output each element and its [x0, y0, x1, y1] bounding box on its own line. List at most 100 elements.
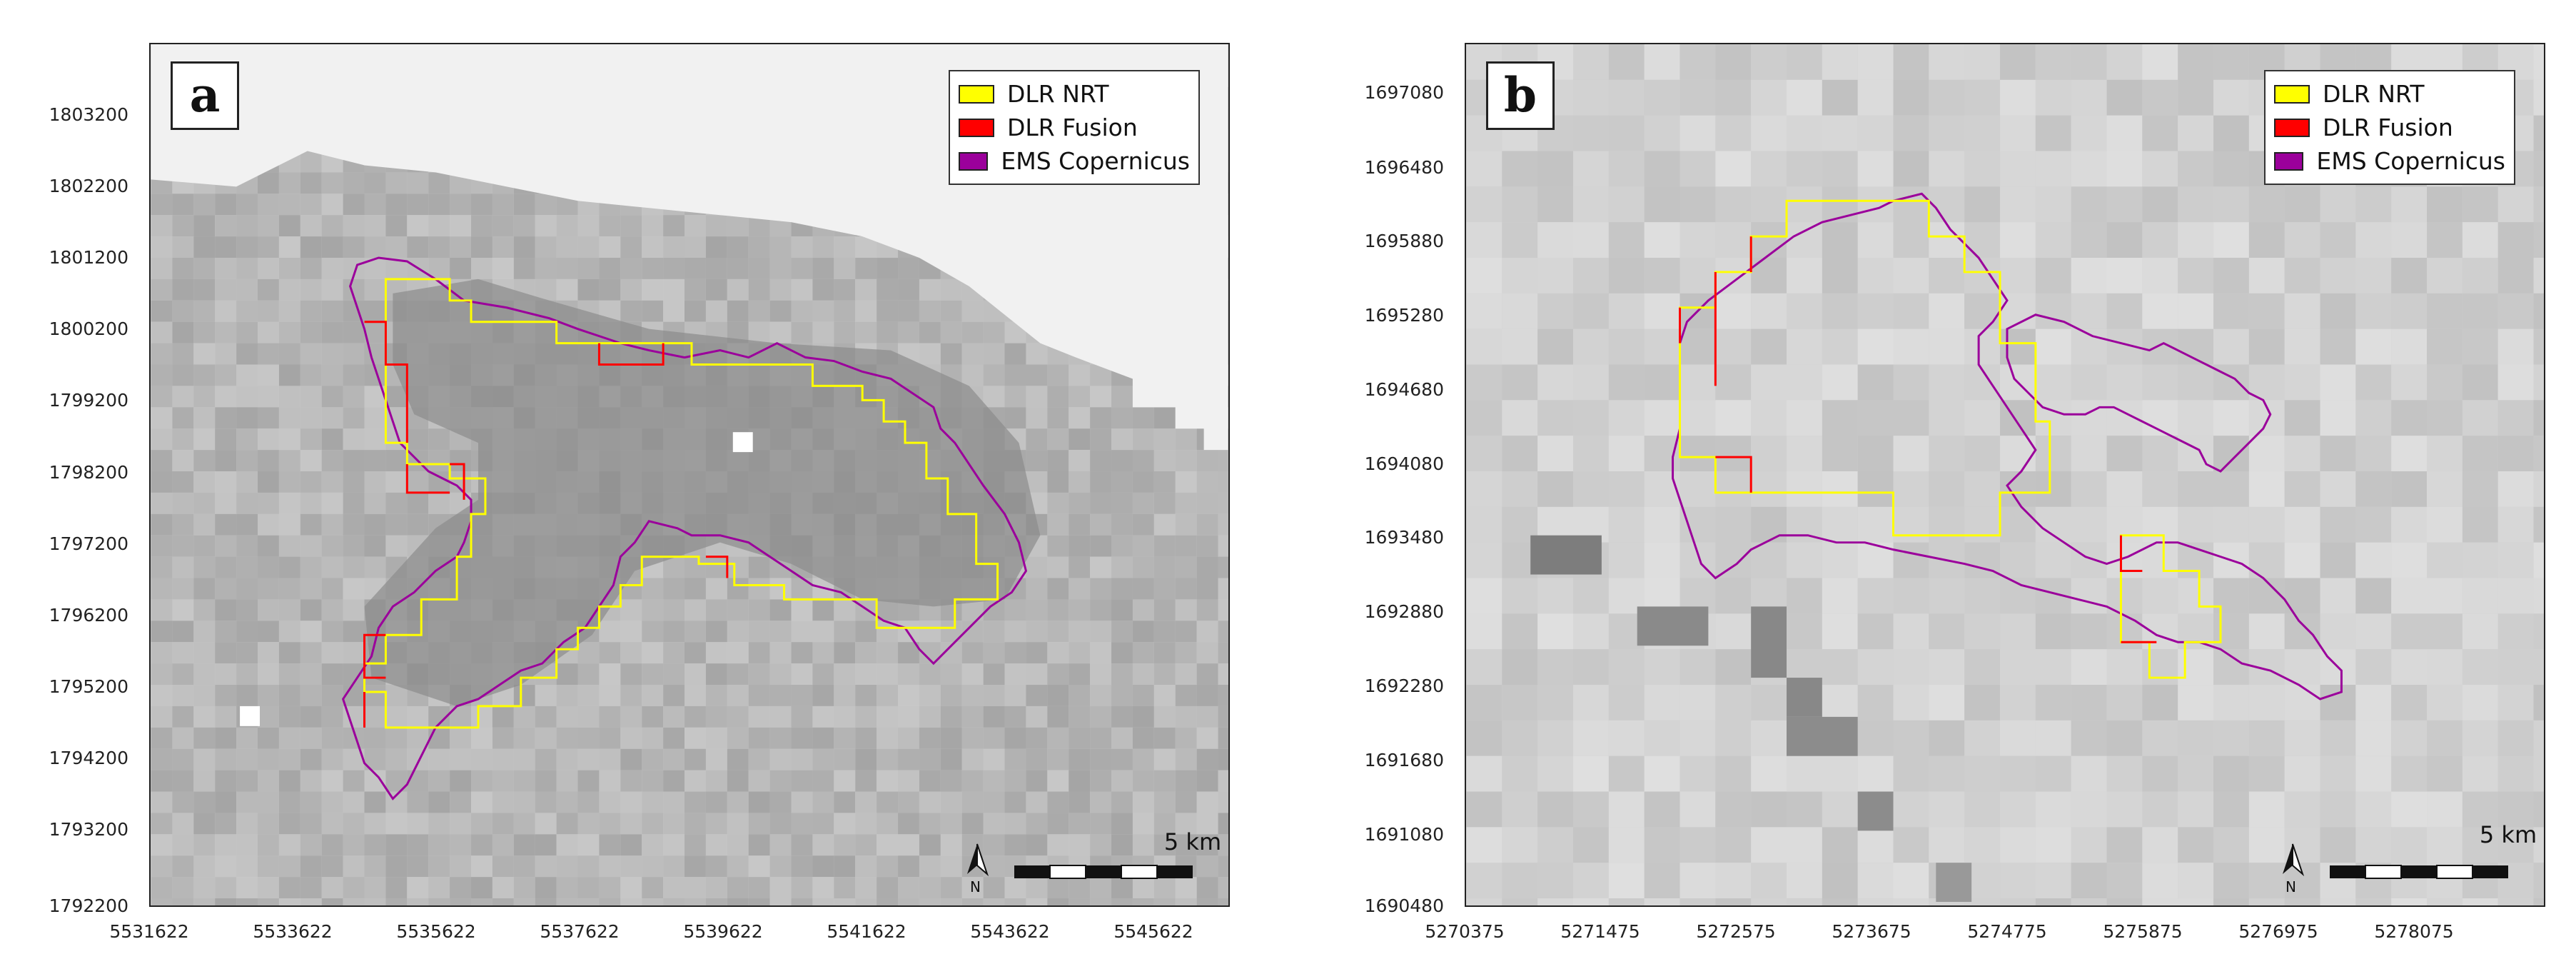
raster-cell — [2178, 898, 2214, 905]
raster-cell — [215, 877, 237, 899]
north-label-b: N — [2285, 878, 2296, 895]
raster-cell — [1715, 649, 1752, 686]
raster-cell — [1175, 492, 1197, 514]
raster-cell — [577, 727, 600, 749]
raster-cell — [1857, 364, 1894, 401]
raster-cell — [2533, 755, 2544, 792]
raster-cell — [663, 578, 685, 600]
raster-cell — [1111, 471, 1133, 493]
raster-cell — [343, 236, 365, 258]
raster-cell — [1644, 685, 1680, 721]
raster-cell — [1069, 770, 1091, 792]
raster-cell — [300, 556, 322, 578]
raster-cell — [151, 855, 173, 878]
raster-cell — [1026, 877, 1048, 899]
raster-cell — [1715, 44, 1752, 80]
raster-cell — [2071, 755, 2107, 792]
raster-cell — [727, 621, 749, 643]
raster-cell — [1608, 364, 1645, 401]
raster-cell — [983, 621, 1005, 643]
raster-cell — [2391, 898, 2428, 905]
raster-cell — [1787, 578, 1822, 614]
raster-cell — [855, 727, 877, 749]
raster-cell — [1822, 258, 1858, 293]
raster-cell — [642, 685, 664, 706]
raster-cell — [769, 706, 792, 728]
scalebar-b — [2283, 843, 2508, 879]
raster-cell — [278, 236, 300, 258]
raster-cell — [620, 685, 642, 706]
raster-cell — [172, 685, 194, 706]
raster-cell — [193, 215, 216, 237]
raster-cell — [1537, 400, 1574, 436]
raster-cell — [407, 428, 429, 451]
raster-cell — [620, 727, 642, 749]
raster-cell — [172, 621, 194, 643]
raster-cell — [1608, 720, 1645, 756]
raster-cell — [364, 706, 386, 728]
raster-cell — [2427, 506, 2463, 543]
raster-cell — [215, 321, 237, 343]
raster-cell — [1026, 770, 1048, 792]
raster-cell — [1680, 436, 1716, 472]
raster-cell — [535, 194, 557, 216]
raster-cell — [1857, 400, 1894, 436]
raster-cell — [300, 407, 322, 429]
raster-cell — [535, 855, 557, 878]
raster-cell — [1893, 436, 1929, 472]
raster-cell — [151, 685, 173, 706]
raster-cell — [2320, 258, 2356, 293]
raster-cell — [940, 855, 962, 878]
raster-cell — [1111, 898, 1133, 905]
raster-cell — [1680, 791, 1716, 828]
raster-cell — [2533, 613, 2544, 650]
raster-cell — [812, 321, 834, 343]
raster-cell — [428, 813, 450, 835]
raster-cell — [2355, 328, 2392, 365]
raster-cell — [513, 258, 535, 279]
raster-cell — [2497, 222, 2534, 258]
raster-cell — [278, 386, 300, 408]
raster-cell — [471, 877, 493, 899]
raster-cell — [705, 706, 727, 728]
raster-cell — [620, 834, 642, 856]
raster-cell — [642, 748, 664, 770]
raster-cell — [2071, 79, 2107, 116]
raster-cell — [278, 685, 300, 706]
raster-cell — [343, 813, 365, 835]
raster-cell — [1537, 791, 1574, 828]
raster-cell — [1153, 791, 1176, 813]
raster-cell — [1466, 506, 1502, 543]
raster-cell — [1964, 827, 2001, 863]
raster-cell — [2035, 79, 2071, 116]
raster-cell — [1715, 720, 1752, 756]
raster-cell — [898, 834, 919, 856]
raster-cell — [1608, 293, 1645, 329]
raster-cell — [1857, 898, 1894, 905]
raster-cell — [172, 663, 194, 686]
raster-cell — [2391, 791, 2428, 828]
raster-cell — [1153, 471, 1176, 493]
raster-cell — [407, 727, 429, 749]
raster-cell — [1787, 542, 1822, 578]
raster-cell — [471, 813, 493, 835]
raster-cell — [215, 386, 237, 408]
raster-cell — [663, 215, 685, 237]
raster-cell — [343, 791, 365, 813]
raster-cell — [2178, 685, 2214, 721]
raster-cell — [1964, 471, 2001, 507]
raster-cell — [2106, 222, 2143, 258]
raster-cell — [343, 642, 365, 664]
raster-cell — [172, 578, 194, 600]
raster-cell — [151, 407, 173, 429]
raster-cell — [385, 535, 408, 557]
raster-cell — [812, 236, 834, 258]
raster-cell — [1466, 791, 1502, 828]
raster-cell — [620, 599, 642, 621]
raster-cell — [1111, 706, 1133, 728]
raster-cell — [1218, 471, 1228, 493]
raster-cell — [2427, 222, 2463, 258]
raster-cell — [2533, 44, 2544, 80]
raster-cell — [556, 791, 578, 813]
raster-cell — [791, 258, 813, 279]
